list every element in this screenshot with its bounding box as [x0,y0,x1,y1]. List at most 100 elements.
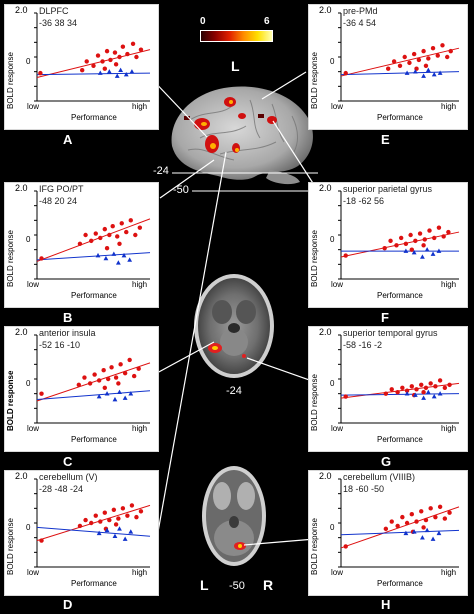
panel-g-red-point [395,390,400,395]
panel-g-blue-point [437,391,443,396]
panel-d-xlabel: Performance [71,579,117,588]
panel-d-ytick-zero: 0 [26,523,31,532]
panel-e-red-point [343,70,348,76]
panel-e-title: pre-PMd [343,6,378,16]
panel-e-ytick-top: 2.0 [319,5,332,15]
panel-b-ytick-top: 2.0 [15,183,28,193]
panel-h-letter: H [381,597,391,612]
panel-d-red-point [129,503,135,508]
panel-c-xtick-high: high [132,424,148,433]
panel-b-red-point [39,256,44,261]
panel-f-red-point [427,228,432,233]
panel-a-red-point [38,70,43,76]
panel-h-red-point [409,512,414,517]
panel-e-coords: -36 4 54 [343,18,377,28]
panel-a-red-point [117,54,122,60]
panel-a-blue-point [114,73,120,78]
panel-f-blue-point [436,248,442,253]
panel-f-red-point [413,238,418,244]
panel-g-red-point [433,384,438,389]
panel-d-blue-point [104,527,110,533]
panel-e-red-point [440,43,445,48]
panel-b-red-point [104,246,110,251]
panel-e-blue-point [421,73,426,78]
panel-c-red-point [101,368,106,373]
panel-g-red-point [437,378,443,383]
panel-e-blue-point [437,70,443,75]
panel-e-red-point [423,63,429,68]
panel-e-xlabel: Performance [377,113,423,122]
panel-c-title: anterior insula [39,328,96,338]
panel-e-red-point [386,66,391,71]
panel-g-blue-point [425,389,431,394]
panel-a-xtick-low: low [27,102,40,111]
panel-d-red-point [77,523,83,529]
panel-f-ytick-top: 2.0 [319,183,332,193]
panel-g-ytick-top: 2.0 [319,327,332,337]
panel-d-red-point [116,516,121,521]
panel-f-red-point [382,246,387,251]
axial-lower-label: -50 [229,580,245,592]
panel-a-red-point [138,47,144,52]
axial-slice-lower-image [202,466,266,566]
panel-g-red-point [383,391,389,396]
panel-a-ylabel: BOLD response [6,52,15,109]
panel-h-red-point [400,514,405,520]
panel-g-xtick-low: low [331,424,344,433]
panel-a-red-point [108,57,113,63]
panel-h-blue-point [424,527,430,533]
panel-f-letter: F [381,310,389,325]
panel-a-xtick-high: high [132,102,148,111]
panel-h-red-point [395,523,400,529]
panel-g-red-point [409,384,414,389]
panel-a-ytick-zero: 0 [26,57,31,66]
panel-h-blue-point [420,535,425,540]
panel-c-ytick-top: 2.0 [15,327,28,337]
panel-f-red-point [436,225,442,230]
panel-c-red-point [136,366,141,371]
colorbar-max-label: 6 [264,16,270,27]
panel-e-xtick-low: low [331,102,344,111]
panel-c-red-point [76,382,82,388]
hemisphere-label-top: L [231,58,240,74]
panel-c-ylabel: BOLD response [6,370,15,431]
axial-lower-right-label: R [263,577,274,593]
panel-b-ylabel: BOLD response [6,230,15,287]
panel-c-red-point [122,370,128,376]
panel-d-xtick-high: high [132,568,148,577]
panel-f-coords: -18 -62 56 [343,196,385,206]
panel-b-red-point [119,221,124,226]
panel-h-xtick-low: low [331,568,344,577]
panel-e-letter: E [381,132,390,147]
panel-c-ytick-zero: 0 [26,379,31,388]
panel-g-coords: -58 -16 -2 [343,340,383,350]
panel-g-blue-point [412,392,418,397]
panel-h-red-point [442,516,448,521]
panel-h-red-point [389,519,394,524]
colorbar [200,30,273,42]
panel-h-blue-point [403,530,409,536]
panel-f-red-point [388,238,393,244]
panel-a-blue-point [129,69,135,74]
panel-d-coords: -28 -48 -24 [39,484,84,494]
panel-e-red-point [402,54,407,60]
panel-c-letter: C [63,454,73,469]
panel-h-red-point [414,519,419,524]
panel-g-red-point [343,394,348,399]
axial-slice-upper-image [194,274,274,378]
panel-h-chart: cerebellum (VIIIB) 18 -60 -50 BOLD respo… [308,470,468,596]
panel-e-red-point [416,57,422,63]
panel-g-ylabel: BOLD response [310,374,319,431]
panel-g-red-point [423,385,429,390]
panel-a-red-point [120,44,126,49]
panel-e-chart: pre-PMd -36 4 54 BOLD response 2.0 0 low… [308,4,468,130]
panel-a-chart: DLPFC -36 38 34 BOLD response 2.0 0 low … [4,4,159,130]
panel-d-red-point [111,507,117,512]
panel-b-red-point [128,218,133,223]
panel-b-blue-point [115,260,121,265]
panel-b-blue-fit-line [36,252,151,261]
panel-g-blue-point [421,395,426,400]
panel-d-red-point [93,513,98,518]
panel-g-red-point [428,381,433,386]
panel-e-blue-point [404,70,410,75]
